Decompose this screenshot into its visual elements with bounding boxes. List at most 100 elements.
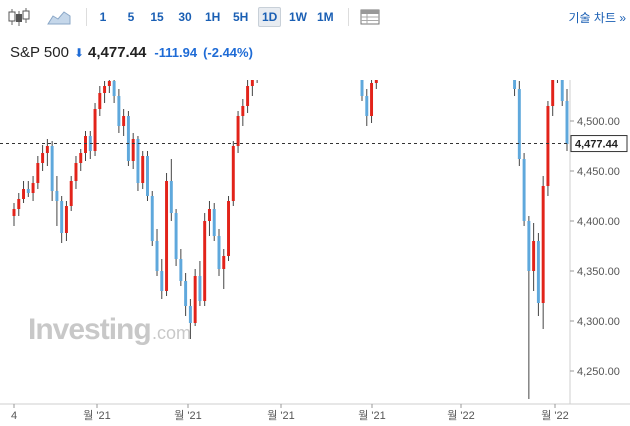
candle-down — [169, 181, 173, 213]
candle-up — [250, 80, 254, 86]
candle-up — [22, 189, 26, 199]
y-tick-label: 4,450.00 — [577, 166, 620, 178]
candle-up — [17, 199, 21, 209]
candle-up — [532, 241, 536, 271]
candle-up — [203, 221, 207, 301]
technical-chart-link[interactable]: 기술 차트 » — [568, 11, 626, 25]
candle-down — [513, 80, 517, 89]
area-chart-icon[interactable] — [46, 7, 72, 27]
candle-up — [12, 209, 16, 216]
candle-down — [160, 271, 164, 291]
candlestick-icon[interactable] — [6, 6, 32, 28]
candle-up — [231, 146, 235, 201]
candle-up — [64, 206, 68, 233]
toolbar-divider — [348, 8, 349, 26]
candle-up — [103, 86, 107, 93]
timeframe-5h[interactable]: 5H — [233, 10, 249, 24]
candle-down — [126, 116, 130, 161]
x-tick-label: 월 '21 — [83, 409, 111, 422]
x-tick-label: 월 '21 — [174, 409, 202, 422]
candle-down — [212, 209, 216, 236]
timeframe-1[interactable]: 1 — [99, 10, 107, 24]
candle-down — [188, 306, 192, 323]
table-icon[interactable] — [358, 7, 382, 27]
candle-up — [98, 93, 102, 109]
candle-up — [74, 163, 78, 181]
y-tick-label: 4,500.00 — [577, 116, 620, 128]
candle-down — [55, 191, 59, 201]
candle-up — [193, 276, 197, 323]
down-arrow-icon: ⬇ — [73, 46, 85, 60]
candle-down — [560, 80, 564, 101]
candle-up — [122, 116, 126, 126]
last-price-label: 4,477.44 — [575, 139, 619, 151]
candle-up — [79, 153, 83, 163]
candle-up — [45, 146, 49, 153]
candle-up — [236, 116, 240, 146]
candle-up — [374, 80, 378, 83]
candle-up — [370, 83, 374, 116]
price-change-percent: (-2.44%) — [203, 45, 253, 60]
timeframe-1h[interactable]: 1H — [205, 10, 221, 24]
candle-down — [150, 196, 154, 241]
y-tick-label: 4,400.00 — [577, 216, 620, 228]
timeframe-30[interactable]: 30 — [178, 10, 192, 24]
investing-watermark-suffix: .com — [152, 323, 191, 343]
candle-up — [241, 106, 245, 116]
candle-down — [26, 189, 30, 193]
candle-down — [155, 241, 159, 271]
quote-header: S&P 500 ⬇ 4,477.44 -111.94 (-2.44%) — [10, 44, 253, 64]
y-tick-label: 4,300.00 — [577, 316, 620, 328]
candle-up — [84, 136, 87, 153]
toolbar-divider — [86, 8, 87, 26]
timeframe-5[interactable]: 5 — [127, 10, 135, 24]
candle-down — [179, 259, 183, 281]
x-tick-label: 4 — [11, 410, 17, 422]
last-price-label-box — [570, 135, 628, 153]
price-change: -111.94 — [154, 45, 198, 60]
timeframe-1w[interactable]: 1W — [289, 10, 307, 24]
candle-down — [174, 213, 178, 259]
candle-down — [565, 101, 569, 144]
x-tick-label: 월 '22 — [447, 409, 475, 422]
candle-up — [93, 109, 97, 151]
y-tick-label: 4,250.00 — [577, 366, 620, 378]
candle-up — [546, 106, 550, 186]
candle-up — [246, 86, 250, 106]
candle-down — [360, 80, 364, 96]
candle-down — [536, 241, 540, 303]
candle-up — [107, 81, 111, 86]
candle-down — [522, 159, 526, 221]
candle-down — [198, 276, 202, 301]
last-price: 4,477.44 — [88, 44, 147, 61]
candle-up — [131, 139, 135, 161]
timeframe-1m[interactable]: 1M — [317, 10, 334, 24]
candle-down — [217, 236, 221, 269]
timeframe-1d[interactable]: 1D — [258, 7, 282, 27]
candle-up — [36, 163, 40, 183]
chart-toolbar: 1 5 15 30 1H 5H 1D 1W 1M 기술 차트 » — [0, 0, 630, 34]
candle-down — [112, 81, 116, 96]
candle-down — [60, 201, 64, 233]
investing-watermark: Investing — [28, 313, 151, 346]
candle-up — [541, 186, 545, 303]
candle-down — [527, 221, 531, 271]
candle-down — [136, 139, 140, 183]
candle-down — [50, 146, 54, 191]
price-chart[interactable]: 4,250.00 4,300.00 4,350.00 4,400.00 4,450.00… — [0, 80, 630, 426]
x-tick-label: 월 '22 — [541, 409, 569, 422]
x-tick-label: 월 '21 — [358, 409, 386, 422]
candle-up — [222, 256, 226, 269]
candle-up — [31, 183, 35, 193]
candle-down — [117, 96, 121, 126]
candle-down — [146, 156, 149, 196]
candle-up — [41, 153, 45, 163]
y-tick-label: 4,350.00 — [577, 266, 620, 278]
candle-up — [69, 181, 73, 206]
timeframe-15[interactable]: 15 — [150, 10, 164, 24]
candle-down — [365, 96, 369, 116]
x-tick-label: 월 '21 — [267, 409, 295, 422]
candle-down — [517, 89, 521, 159]
instrument-name: S&P 500 — [10, 44, 69, 61]
candle-up — [141, 156, 145, 183]
